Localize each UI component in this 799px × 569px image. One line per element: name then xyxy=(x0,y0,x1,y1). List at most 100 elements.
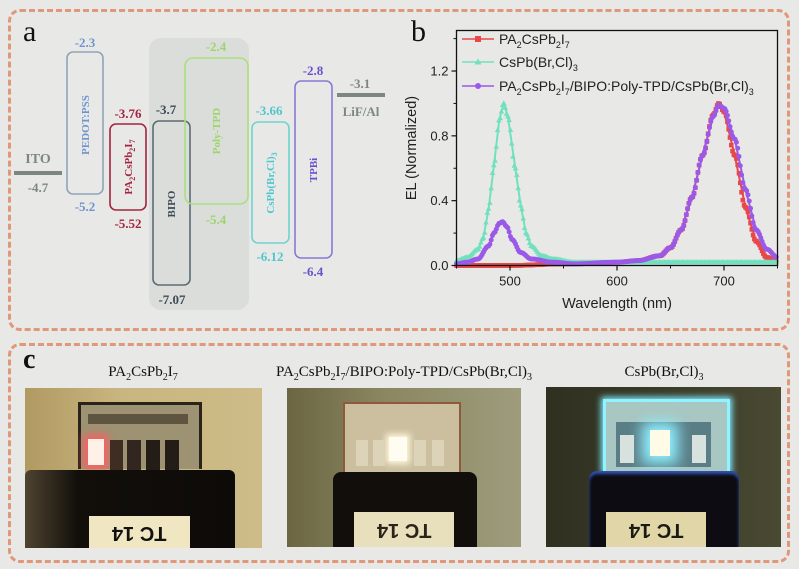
tpbi-homo: -6.4 xyxy=(303,264,324,279)
data-point xyxy=(476,243,483,249)
data-point xyxy=(681,222,687,228)
data-point xyxy=(736,153,742,159)
data-point xyxy=(739,172,745,178)
data-point xyxy=(507,127,514,133)
device-photo-blue: TC 14 xyxy=(546,387,781,547)
bipo-homo: -7.07 xyxy=(158,292,186,307)
data-point xyxy=(505,225,511,231)
y-axis-label: EL (Normalized) xyxy=(404,96,420,200)
panel-ab-frame xyxy=(8,9,790,331)
label-tag-text: TC 14 xyxy=(376,519,432,541)
data-point xyxy=(490,162,497,168)
data-point xyxy=(506,117,512,123)
device-photo-red: TC 14 xyxy=(25,388,262,548)
data-point xyxy=(744,206,749,211)
data-point xyxy=(723,108,729,114)
data-point xyxy=(740,180,746,186)
pixel xyxy=(356,440,368,466)
data-point xyxy=(487,241,493,247)
data-point xyxy=(695,169,701,175)
panel-label-a: a xyxy=(23,15,37,48)
data-point xyxy=(519,206,525,212)
data-point xyxy=(739,189,744,195)
legend-label: PA2CsPb2I7/BIPO:Poly-TPD/CsPb(Br,Cl)3 xyxy=(499,78,754,97)
data-point xyxy=(727,135,733,140)
data-point xyxy=(727,124,733,130)
data-point xyxy=(505,113,511,119)
data-point xyxy=(726,118,732,124)
data-point xyxy=(497,115,503,121)
data-point xyxy=(484,209,491,215)
data-point xyxy=(746,214,752,220)
data-point xyxy=(514,172,520,178)
data-point xyxy=(682,218,688,224)
data-point xyxy=(696,162,702,168)
data-point xyxy=(726,127,732,132)
shaded-blend-region xyxy=(149,38,249,310)
data-point xyxy=(749,213,755,219)
data-point xyxy=(704,139,710,145)
data-point xyxy=(733,139,739,145)
data-point xyxy=(750,219,756,225)
lif-al-label: LiF/Al xyxy=(343,104,380,119)
el-spectra-chart: 500 600 700 0.0 0.4 0.8 1.2 Wavelength (nm) EL… xyxy=(404,29,780,312)
data-point xyxy=(683,212,689,218)
cspbbrcl3-lumo: -3.66 xyxy=(255,103,283,118)
data-point xyxy=(705,132,711,138)
poly-tpd-lumo: -2.4 xyxy=(206,39,227,54)
data-point xyxy=(712,112,718,118)
data-point xyxy=(510,153,516,159)
substrate-top-strip xyxy=(88,414,188,424)
emitting-pixel xyxy=(389,437,407,461)
data-point xyxy=(744,188,750,194)
tpbi-name: TPBi xyxy=(308,158,320,182)
data-point xyxy=(730,148,735,154)
data-point xyxy=(750,232,756,238)
data-point xyxy=(732,153,738,158)
legend-item: CsPb(Br,Cl)3 xyxy=(462,54,578,73)
data-point xyxy=(686,200,692,206)
data-point xyxy=(748,205,754,211)
data-point xyxy=(481,229,488,235)
pixel xyxy=(432,440,444,466)
data-point xyxy=(493,143,500,149)
legend-marker xyxy=(475,36,481,42)
y-tick-label: 0.0 xyxy=(430,258,448,273)
data-point xyxy=(736,170,742,176)
chart-legend: PA2CsPb2I7 CsPb(Br,Cl)3 PA2CsPb2I7/BIPO:Po… xyxy=(462,31,754,97)
cspbbrcl3-name: CsPb(Br,Cl)3 xyxy=(265,152,279,213)
label-tag-text: TC 14 xyxy=(628,519,684,541)
data-point xyxy=(524,231,530,237)
lif-al-level-value: -3.1 xyxy=(350,76,371,91)
pedot-pss-lumo: -2.3 xyxy=(75,35,96,50)
panel-label-c: c xyxy=(23,344,36,375)
tpbi-lumo: -2.8 xyxy=(303,63,324,78)
emitting-pixel xyxy=(88,439,104,465)
data-point xyxy=(478,239,484,245)
label-tag: TC 14 xyxy=(354,512,454,547)
pedot-pss-name: PEDOT:PSS xyxy=(80,95,92,155)
data-point xyxy=(525,235,532,241)
data-point xyxy=(488,185,494,191)
cspbbrcl3-box xyxy=(251,121,290,244)
pixel xyxy=(373,440,385,466)
label-tag-text: TC 14 xyxy=(112,521,167,544)
axis-ticks-group: 500 600 700 0.0 0.4 0.8 1.2 xyxy=(430,38,778,289)
poly-tpd-box xyxy=(184,57,249,205)
dark-pixel xyxy=(110,440,123,470)
legend-label: CsPb(Br,Cl)3 xyxy=(499,54,578,73)
data-point xyxy=(494,127,501,133)
data-point xyxy=(734,156,739,161)
data-point xyxy=(492,157,498,163)
series-combined-device xyxy=(454,102,779,267)
data-point xyxy=(521,225,528,231)
photo-title-3: CsPb(Br,Cl)3 xyxy=(624,364,704,383)
photo-title-2: PA2CsPb2I7/BIPO:Poly-TPD/CsPb(Br,Cl)3 xyxy=(275,364,533,383)
data-point xyxy=(501,100,507,106)
data-point xyxy=(737,163,743,169)
data-point xyxy=(708,119,714,125)
panel-c-frame xyxy=(8,343,790,563)
data-point xyxy=(724,112,730,118)
data-point xyxy=(758,245,764,251)
data-point xyxy=(685,206,691,212)
